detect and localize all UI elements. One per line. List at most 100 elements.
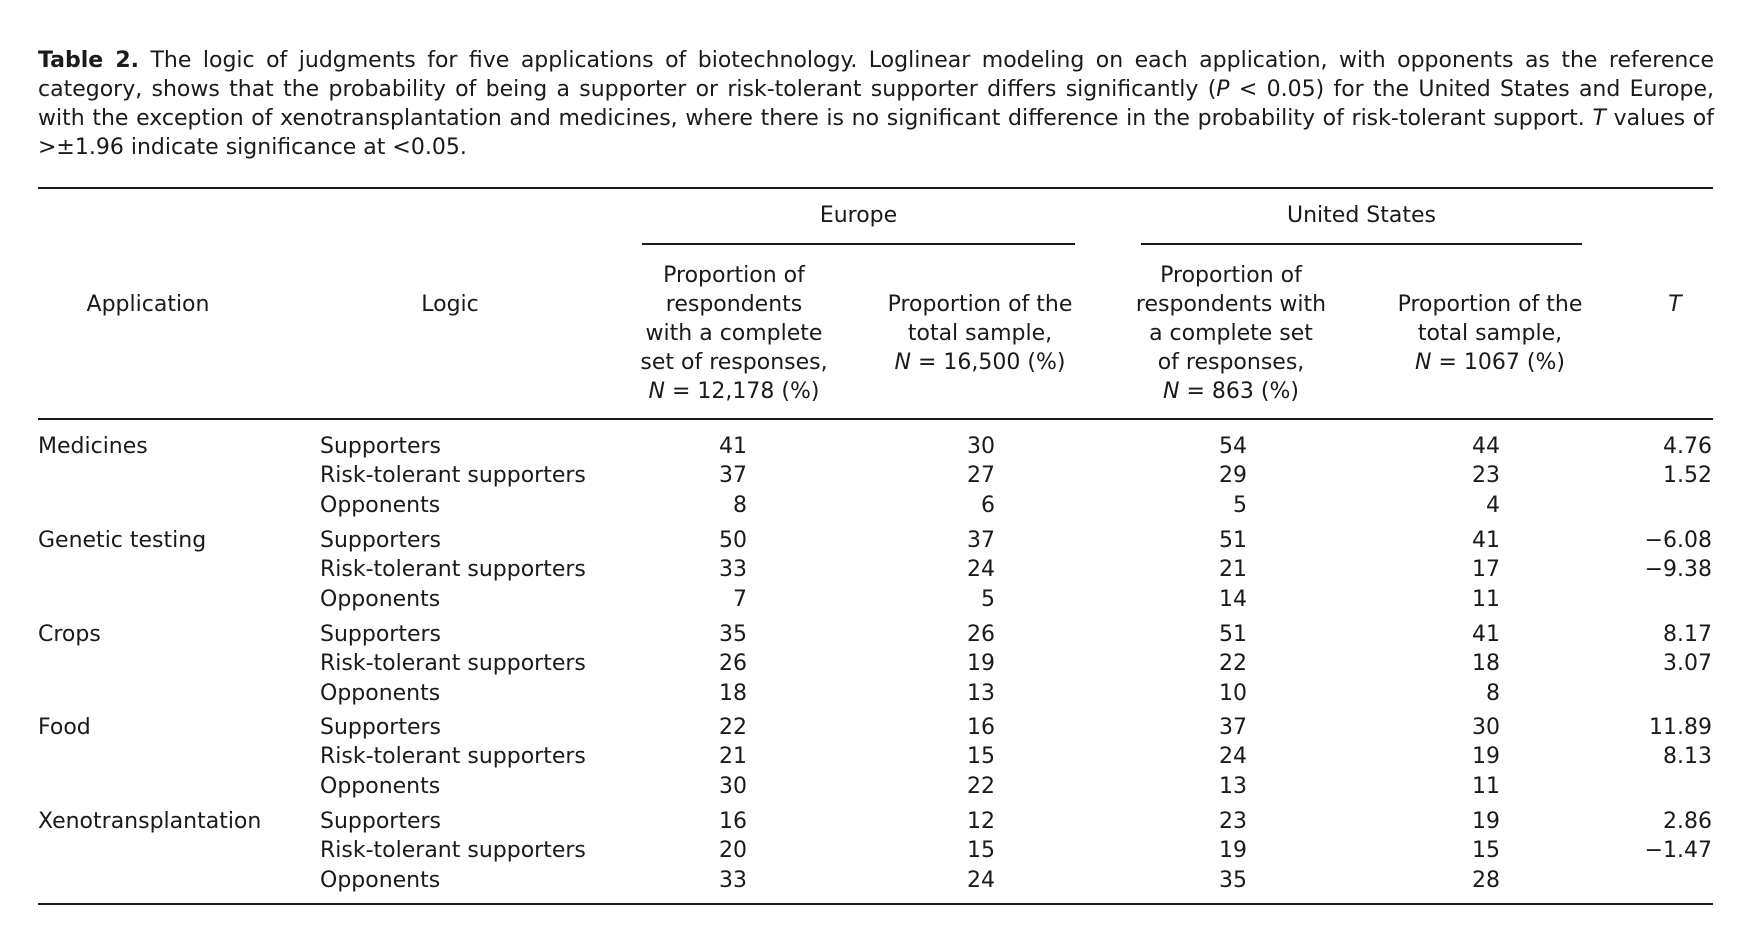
cell-t: 2.86 xyxy=(1663,809,1712,834)
cell-us-complete: 51 xyxy=(1219,622,1247,647)
header-application: Application xyxy=(86,292,210,317)
header-line: N = 863 (%) xyxy=(1126,377,1336,406)
cell-us-complete: 51 xyxy=(1219,528,1247,553)
cell-logic: Supporters xyxy=(320,715,442,740)
cell-application: Crops xyxy=(38,622,101,647)
header-europe: Europe xyxy=(819,203,898,228)
cell-us-total: 19 xyxy=(1472,809,1500,834)
header-n-value: = 863 (%) xyxy=(1179,379,1299,404)
cell-eu-total: 19 xyxy=(967,651,995,677)
cell-us-complete: 22 xyxy=(1219,651,1247,677)
cell-t: 8.17 xyxy=(1663,622,1712,647)
cell-us-total: 17 xyxy=(1472,557,1500,583)
cell-eu-complete: 35 xyxy=(719,622,747,647)
cell-eu-total: 37 xyxy=(967,528,995,553)
cell-logic: Opponents xyxy=(320,680,441,706)
cell-us-total: 30 xyxy=(1472,715,1500,740)
cell-application: Medicines xyxy=(38,434,148,459)
caption-text: values of >±1.96 indicate significance a… xyxy=(38,106,1714,160)
caption-text: < 0.05) for the United States and Europe… xyxy=(38,77,1714,131)
cell-logic: Risk-tolerant supporters xyxy=(320,463,586,489)
header-line: Proportion of xyxy=(1160,263,1302,288)
cell-eu-complete: 8 xyxy=(733,492,747,518)
cell-t: 3.07 xyxy=(1663,651,1712,677)
cell-eu-total: 22 xyxy=(967,773,995,799)
header-us-total: Proportion of the total sample, N = 1067… xyxy=(1380,290,1600,377)
cell-t: 1.52 xyxy=(1663,463,1712,489)
cell-us-total: 19 xyxy=(1472,744,1500,770)
cell-us-total: 8 xyxy=(1486,680,1500,706)
cell-logic: Risk-tolerant supporters xyxy=(320,651,586,677)
cell-logic: Risk-tolerant supporters xyxy=(320,744,586,770)
cell-eu-complete: 21 xyxy=(719,744,747,770)
cell-eu-total: 15 xyxy=(967,744,995,770)
cell-eu-total: 6 xyxy=(981,492,995,518)
cell-eu-complete: 18 xyxy=(719,680,747,706)
cell-eu-total: 13 xyxy=(967,680,995,706)
cell-t: 4.76 xyxy=(1663,434,1712,459)
header-n-symbol: N xyxy=(648,379,665,404)
cell-eu-complete: 16 xyxy=(719,809,747,834)
cell-eu-complete: 50 xyxy=(719,528,747,553)
cell-eu-complete: 41 xyxy=(719,434,747,459)
us-group-rule xyxy=(1141,243,1582,245)
cell-us-total: 11 xyxy=(1472,586,1500,612)
cell-t: −1.47 xyxy=(1644,838,1712,864)
header-logic: Logic xyxy=(421,292,479,317)
table-top-rule xyxy=(38,187,1713,189)
header-line: set of responses, xyxy=(640,350,828,375)
cell-logic: Supporters xyxy=(320,809,442,834)
header-n-value: = 1067 (%) xyxy=(1431,350,1565,375)
cell-us-complete: 5 xyxy=(1233,492,1247,518)
table-label: Table 2. xyxy=(38,48,140,73)
cell-us-total: 28 xyxy=(1472,867,1500,893)
header-line: respondents with xyxy=(1135,292,1327,317)
cell-us-total: 23 xyxy=(1472,463,1500,489)
cell-eu-complete: 20 xyxy=(719,838,747,864)
cell-eu-total: 24 xyxy=(967,867,995,893)
cell-us-total: 44 xyxy=(1472,434,1500,459)
europe-group-rule xyxy=(642,243,1075,245)
caption-t-symbol: T xyxy=(1592,106,1606,131)
cell-application: Food xyxy=(38,715,91,740)
cell-eu-complete: 26 xyxy=(719,651,747,677)
header-line: total sample, xyxy=(1417,321,1563,346)
cell-us-complete: 29 xyxy=(1219,463,1247,489)
cell-logic: Supporters xyxy=(320,622,442,647)
cell-eu-complete: 30 xyxy=(719,773,747,799)
cell-eu-complete: 37 xyxy=(719,463,747,489)
cell-us-total: 18 xyxy=(1472,651,1500,677)
header-us-complete: Proportion of respondents with a complet… xyxy=(1126,261,1336,406)
table-caption: Table 2. The logic of judgments for five… xyxy=(38,46,1714,162)
cell-eu-total: 16 xyxy=(967,715,995,740)
header-line: Proportion of the xyxy=(1397,292,1583,317)
header-line: respondents xyxy=(665,292,803,317)
header-eu-total: Proportion of the total sample, N = 16,5… xyxy=(870,290,1090,377)
cell-us-complete: 54 xyxy=(1219,434,1247,459)
table-bottom-rule xyxy=(38,903,1713,905)
header-line: with a complete xyxy=(645,321,823,346)
cell-eu-total: 30 xyxy=(967,434,995,459)
header-n-symbol: N xyxy=(1163,379,1180,404)
cell-t: 8.13 xyxy=(1663,744,1712,770)
header-united-states: United States xyxy=(1287,203,1436,228)
cell-logic: Risk-tolerant supporters xyxy=(320,838,586,864)
cell-eu-complete: 33 xyxy=(719,557,747,583)
cell-us-complete: 10 xyxy=(1219,680,1247,706)
caption-p-symbol: P xyxy=(1216,77,1230,102)
cell-us-complete: 35 xyxy=(1219,867,1247,893)
caption-text: The logic of judgments for five applicat… xyxy=(38,48,1714,102)
header-eu-complete: Proportion of respondents with a complet… xyxy=(624,261,844,406)
cell-us-complete: 37 xyxy=(1219,715,1247,740)
header-n-symbol: N xyxy=(1415,350,1432,375)
cell-logic: Risk-tolerant supporters xyxy=(320,557,586,583)
cell-eu-total: 5 xyxy=(981,586,995,612)
cell-logic: Opponents xyxy=(320,773,441,799)
cell-eu-total: 24 xyxy=(967,557,995,583)
cell-logic: Opponents xyxy=(320,586,441,612)
cell-us-complete: 19 xyxy=(1219,838,1247,864)
header-line: total sample, xyxy=(907,321,1053,346)
cell-t: −9.38 xyxy=(1644,557,1712,583)
cell-eu-complete: 33 xyxy=(719,867,747,893)
cell-us-complete: 21 xyxy=(1219,557,1247,583)
